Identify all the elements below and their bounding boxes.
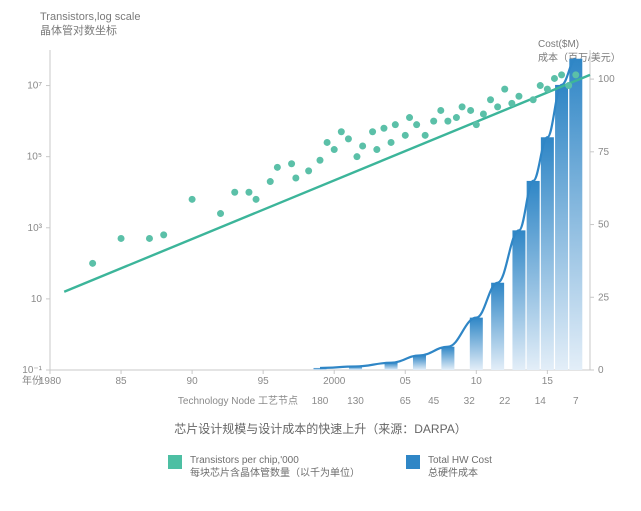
transistor-point: [430, 118, 437, 125]
transistor-point: [501, 86, 508, 93]
cost-bar: [569, 59, 582, 370]
transistor-point: [292, 175, 299, 182]
legend-swatch-blue: [406, 455, 420, 469]
transistor-point: [565, 82, 572, 89]
year-tick-label: 15: [542, 376, 554, 387]
transistor-point: [231, 189, 238, 196]
tech-node-tick: 32: [464, 396, 476, 407]
legend-blue-l1: Total HW Cost: [428, 455, 492, 466]
legend-green-l1: Transistors per chip,'000: [190, 455, 299, 466]
chart-caption: 芯片设计规模与设计成本的快速上升（来源：DARPA）: [0, 420, 641, 437]
tech-node-tick: 180: [312, 396, 329, 407]
transistor-point: [288, 160, 295, 167]
transistor-point: [267, 178, 274, 185]
transistor-point: [245, 189, 252, 196]
year-tick-label: 85: [115, 376, 127, 387]
tech-node-tick: 7: [573, 396, 579, 407]
transistor-point: [345, 135, 352, 142]
transistor-point: [480, 111, 487, 118]
legend-swatch-green: [168, 455, 182, 469]
transistor-point: [380, 125, 387, 132]
transistor-point: [422, 132, 429, 139]
transistor-point: [413, 121, 420, 128]
tech-node-tick: 22: [499, 396, 511, 407]
transistor-point: [544, 86, 551, 93]
chart-plot: 10⁻¹1010³10⁵10⁷0255075100年份1980859095200…: [0, 0, 641, 420]
cost-bar: [555, 85, 568, 370]
tech-node-tick: 130: [347, 396, 364, 407]
cost-bar: [541, 137, 554, 370]
transistor-point: [453, 114, 460, 121]
transistor-point: [537, 82, 544, 89]
right-tick-label: 100: [598, 74, 615, 85]
cost-bar: [491, 283, 504, 370]
year-tick-label: 95: [258, 376, 270, 387]
transistor-point: [473, 121, 480, 128]
transistor-point: [353, 153, 360, 160]
year-tick-label: 90: [187, 376, 199, 387]
cost-bar: [413, 355, 426, 370]
year-tick-label: 05: [400, 376, 412, 387]
transistor-point: [89, 260, 96, 267]
transistor-point: [494, 103, 501, 110]
transistor-point: [253, 196, 260, 203]
right-tick-label: 75: [598, 147, 610, 158]
right-tick-label: 50: [598, 220, 610, 231]
cost-bar: [512, 230, 525, 370]
transistor-point: [274, 164, 281, 171]
transistor-point: [437, 107, 444, 114]
year-tick-label: 1980: [39, 376, 62, 387]
left-tick-label: 10³: [28, 223, 43, 234]
transistor-point: [160, 231, 167, 238]
tech-node-tick: 65: [400, 396, 412, 407]
transistor-point: [359, 143, 366, 150]
transistor-trend-line: [64, 75, 590, 292]
transistor-point: [369, 128, 376, 135]
legend-entry-transistors: Transistors per chip,'000 每块芯片含晶体管数量（以千为…: [168, 454, 360, 480]
transistor-point: [487, 96, 494, 103]
transistor-point: [118, 235, 125, 242]
legend-green-l2: 每块芯片含晶体管数量（以千为单位）: [190, 468, 360, 479]
transistor-point: [459, 103, 466, 110]
transistor-point: [572, 71, 579, 78]
legend: Transistors per chip,'000 每块芯片含晶体管数量（以千为…: [168, 454, 492, 480]
transistor-point: [444, 118, 451, 125]
legend-entry-cost: Total HW Cost 总硬件成本: [406, 454, 492, 480]
transistor-point: [338, 128, 345, 135]
transistor-point: [508, 100, 515, 107]
transistor-point: [551, 75, 558, 82]
year-tick-label: 10: [471, 376, 483, 387]
transistor-point: [530, 96, 537, 103]
transistor-point: [146, 235, 153, 242]
transistor-point: [217, 210, 224, 217]
left-tick-label: 10⁷: [27, 81, 42, 92]
right-tick-label: 0: [598, 365, 604, 376]
transistor-point: [515, 93, 522, 100]
transistor-point: [324, 139, 331, 146]
tech-node-tick: 45: [428, 396, 440, 407]
transistor-point: [467, 107, 474, 114]
transistor-point: [189, 196, 196, 203]
transistor-point: [392, 121, 399, 128]
year-tick-label: 2000: [323, 376, 346, 387]
transistor-point: [331, 146, 338, 153]
transistor-point: [406, 114, 413, 121]
transistor-point: [317, 157, 324, 164]
cost-bar: [527, 181, 540, 370]
left-tick-label: 10: [31, 294, 43, 305]
tech-node-label: Technology Node 工艺节点: [178, 395, 298, 407]
transistor-point: [402, 132, 409, 139]
left-tick-label: 10⁵: [27, 152, 42, 163]
left-tick-label: 10⁻¹: [22, 365, 42, 376]
transistor-point: [305, 167, 312, 174]
transistor-point: [558, 71, 565, 78]
tech-node-tick: 14: [535, 396, 547, 407]
cost-bar: [470, 318, 483, 370]
right-tick-label: 25: [598, 292, 610, 303]
legend-blue-l2: 总硬件成本: [428, 468, 478, 479]
chart-caption-text: 芯片设计规模与设计成本的快速上升（来源：DARPA）: [174, 422, 466, 436]
transistor-point: [388, 139, 395, 146]
transistor-point: [373, 146, 380, 153]
cost-bar: [441, 347, 454, 370]
